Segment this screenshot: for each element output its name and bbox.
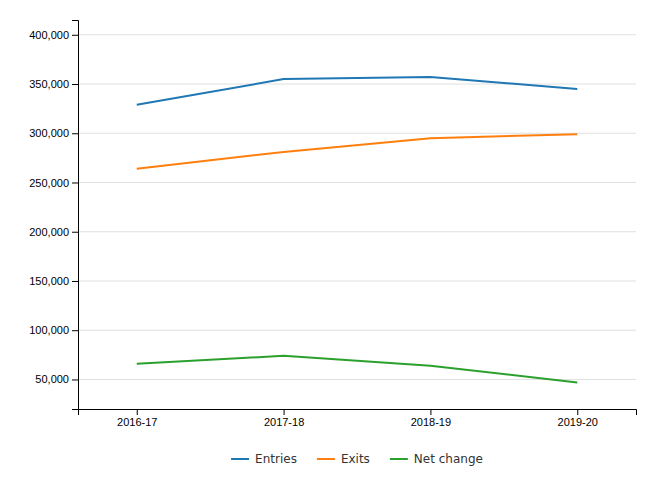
y-tick-label: 400,000 bbox=[29, 29, 69, 41]
x-tick-mark bbox=[284, 409, 285, 415]
line bbox=[137, 134, 578, 168]
x-tick: 2017-18 bbox=[264, 409, 304, 428]
y-tick: 300,000 bbox=[29, 127, 78, 139]
plot: 50,000 100,000 150,000 200,000 250,000 300,00… bbox=[29, 21, 636, 428]
legend-swatch bbox=[231, 458, 249, 460]
legend-swatch bbox=[317, 458, 335, 460]
x-axis: 2016-17 2017-18 2018-19 2019-20 bbox=[79, 409, 637, 428]
legend-label: Exits bbox=[341, 452, 370, 466]
x-tick-mark bbox=[430, 409, 431, 415]
y-tick-label: 300,000 bbox=[29, 127, 69, 139]
grid-line bbox=[78, 330, 636, 331]
x-tick-label: 2016-17 bbox=[117, 416, 157, 428]
legend-label: Entries bbox=[255, 452, 297, 466]
grid-line bbox=[78, 182, 636, 183]
legend-item: Net change bbox=[390, 452, 483, 466]
y-tick: 100,000 bbox=[29, 324, 78, 336]
line bbox=[137, 77, 578, 105]
y-tick-mark bbox=[72, 84, 78, 85]
grid-line bbox=[78, 34, 636, 35]
y-tick: 250,000 bbox=[29, 177, 78, 189]
y-tick-mark bbox=[72, 379, 78, 380]
y-axis-line bbox=[72, 21, 79, 410]
legend-item: Exits bbox=[317, 452, 370, 466]
y-tick-mark bbox=[72, 182, 78, 183]
grid bbox=[78, 35, 636, 380]
chart: 50,000 100,000 150,000 200,000 250,000 300,00… bbox=[0, 0, 660, 487]
legend-label: Net change bbox=[414, 452, 483, 466]
x-tick: 2019-20 bbox=[558, 409, 598, 428]
x-tick-label: 2019-20 bbox=[558, 416, 598, 428]
line bbox=[137, 356, 578, 383]
lines bbox=[137, 77, 578, 382]
y-tick-mark bbox=[72, 330, 78, 331]
grid-line bbox=[78, 280, 636, 281]
x-tick-mark bbox=[577, 409, 578, 415]
y-tick-label: 200,000 bbox=[29, 226, 69, 238]
y-tick-label: 150,000 bbox=[29, 275, 69, 287]
x-axis-line bbox=[79, 410, 637, 416]
y-tick: 50,000 bbox=[35, 373, 78, 385]
y-tick-mark bbox=[72, 133, 78, 134]
legend-item: Entries bbox=[231, 452, 297, 466]
y-tick: 400,000 bbox=[29, 29, 78, 41]
legend-swatch bbox=[390, 458, 408, 460]
grid-line bbox=[78, 231, 636, 232]
x-tick: 2016-17 bbox=[117, 409, 157, 428]
y-tick-label: 350,000 bbox=[29, 78, 69, 90]
y-tick-mark bbox=[72, 35, 78, 36]
grid-line bbox=[78, 133, 636, 134]
y-tick-label: 100,000 bbox=[29, 324, 69, 336]
y-tick-label: 50,000 bbox=[35, 373, 69, 385]
x-tick-label: 2017-18 bbox=[264, 416, 304, 428]
y-tick-label: 250,000 bbox=[29, 177, 69, 189]
x-tick-mark bbox=[137, 409, 138, 415]
legend: Entries Exits Net change bbox=[231, 452, 483, 466]
y-tick-mark bbox=[72, 232, 78, 233]
y-tick: 350,000 bbox=[29, 78, 78, 90]
y-tick-mark bbox=[72, 281, 78, 282]
grid-line bbox=[78, 84, 636, 85]
x-tick-label: 2018-19 bbox=[411, 416, 451, 428]
y-axis: 50,000 100,000 150,000 200,000 250,000 300,00… bbox=[29, 21, 78, 410]
x-tick: 2018-19 bbox=[411, 409, 451, 428]
y-tick: 150,000 bbox=[29, 275, 78, 287]
y-tick: 200,000 bbox=[29, 226, 78, 238]
